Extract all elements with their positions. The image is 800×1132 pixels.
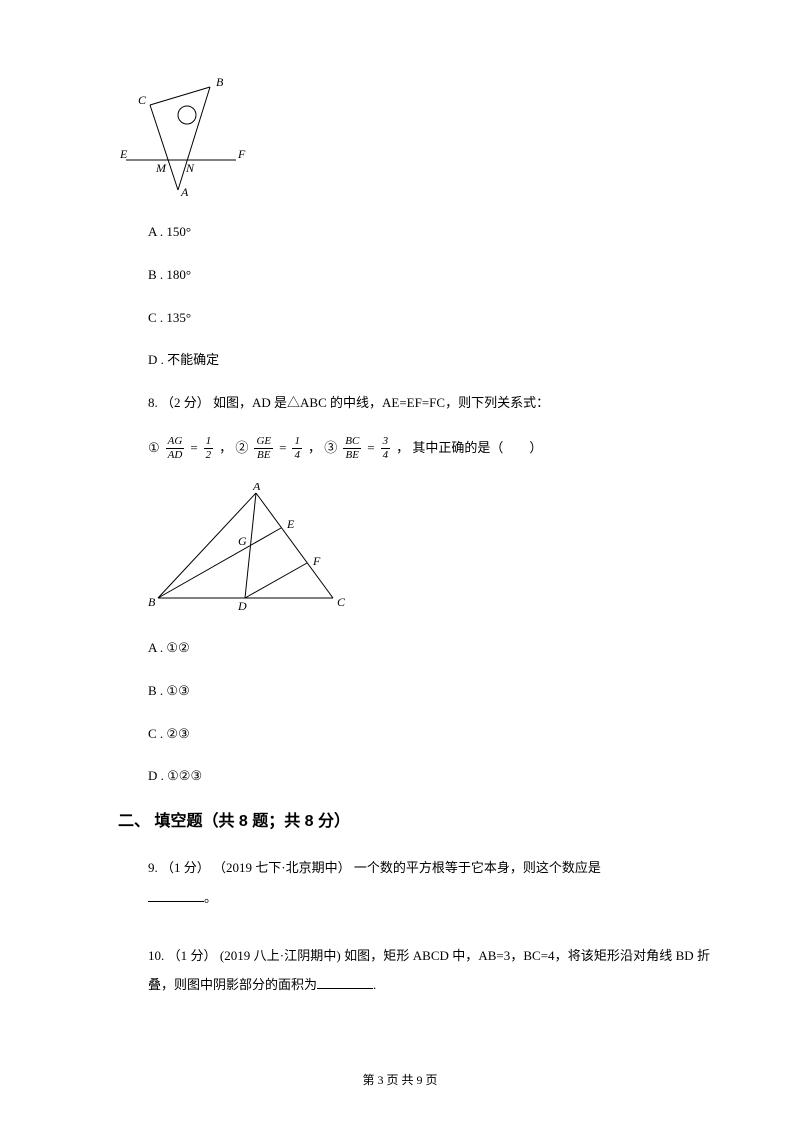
- eq2: =: [279, 438, 286, 459]
- sep2: ， ③: [308, 438, 337, 459]
- svg-text:N: N: [185, 161, 195, 175]
- svg-text:M: M: [155, 161, 167, 175]
- q8-option-b: B . ①③: [148, 681, 710, 702]
- q8-option-a: A . ①②: [148, 638, 710, 659]
- q10-blank[interactable]: [317, 978, 373, 990]
- q9: 9. （1 分） （2019 七下·北京期中） 一个数的平方根等于它本身，则这个…: [148, 853, 710, 913]
- svg-text:C: C: [337, 595, 346, 609]
- q7-option-c: C . 135°: [148, 308, 710, 329]
- q8-fracline: ① AG AD = 1 2 ， ② GE BE = 1 4 ， ③ BC: [148, 436, 710, 461]
- q9-blank[interactable]: [148, 890, 204, 902]
- frac-3-4: 3 4: [381, 436, 391, 461]
- q7-option-d: D . 不能确定: [148, 350, 710, 371]
- q8-option-d: D . ①②③: [148, 766, 710, 787]
- q7-option-a: A . 150°: [148, 222, 710, 243]
- q8-stem: 8. （2 分） 如图，AD 是△ABC 的中线，AE=EF=FC，则下列关系式…: [148, 393, 710, 414]
- content: CBEFMNA A . 150° B . 180° C . 135° D . 不…: [0, 0, 800, 1000]
- svg-text:E: E: [286, 517, 295, 531]
- q10: 10. （1 分） (2019 八上·江阴期中) 如图，矩形 ABCD 中，AB…: [148, 941, 710, 1001]
- q8-prefix1: ①: [148, 438, 160, 459]
- svg-text:B: B: [216, 75, 224, 89]
- svg-text:E: E: [119, 147, 128, 161]
- q8-option-c: C . ②③: [148, 724, 710, 745]
- q10-text-b: .: [373, 977, 376, 992]
- svg-text:C: C: [138, 93, 147, 107]
- section-2-heading: 二、 填空题（共 8 题；共 8 分）: [118, 809, 710, 835]
- svg-text:G: G: [238, 534, 247, 548]
- svg-text:B: B: [148, 595, 156, 609]
- q8-figure: A B C D E F G: [148, 483, 710, 618]
- svg-text:F: F: [312, 554, 321, 568]
- q8-suffix: ， 其中正确的是（ ）: [396, 438, 542, 459]
- frac-1-2: 1 2: [204, 436, 214, 461]
- sep1: ， ②: [219, 438, 248, 459]
- q7-figure: C B E F M NA: [118, 72, 710, 202]
- eq3: =: [367, 438, 374, 459]
- q9-text-b: 。: [204, 890, 217, 905]
- page: CBEFMNA A . 150° B . 180° C . 135° D . 不…: [0, 0, 800, 1132]
- frac-ag-ad: AG AD: [166, 436, 185, 461]
- svg-text:D: D: [237, 599, 247, 613]
- frac-ge-be: GE BE: [254, 436, 273, 461]
- frac-1-4: 1 4: [292, 436, 302, 461]
- page-footer: 第 3 页 共 9 页: [0, 1071, 800, 1088]
- svg-text:A: A: [252, 483, 261, 493]
- eq1: =: [190, 438, 197, 459]
- frac-bc-be: BC BE: [343, 436, 361, 461]
- q9-text-a: 9. （1 分） （2019 七下·北京期中） 一个数的平方根等于它本身，则这个…: [148, 860, 601, 875]
- svg-text:F: F: [237, 147, 246, 161]
- q10-text-a: 10. （1 分） (2019 八上·江阴期中) 如图，矩形 ABCD 中，AB…: [148, 948, 710, 993]
- svg-text:A: A: [180, 185, 189, 199]
- q7-option-b: B . 180°: [148, 265, 710, 286]
